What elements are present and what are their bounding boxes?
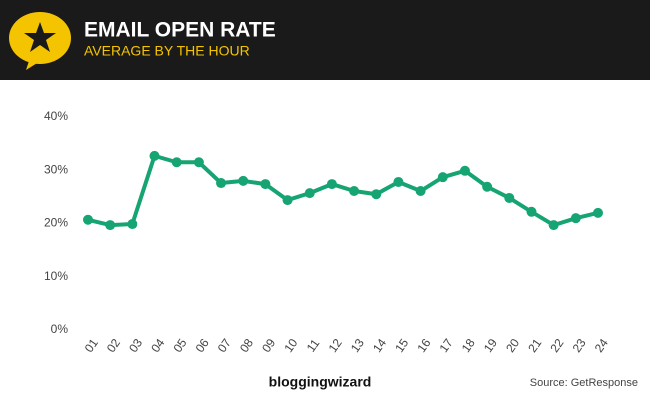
x-tick-label: 09: [259, 336, 278, 355]
point: [127, 219, 138, 230]
point: [216, 178, 227, 189]
point: [149, 150, 160, 161]
source: Source: GetResponse: [530, 377, 638, 389]
chart-title: EMAIL OPEN RATE: [84, 19, 276, 42]
point: [482, 181, 493, 192]
point: [105, 220, 116, 231]
x-tick-label: 07: [215, 336, 234, 355]
point: [526, 206, 537, 217]
line: [87, 153, 599, 228]
point: [304, 188, 315, 199]
x-tick-label: 16: [414, 336, 433, 355]
x-tick-label: 01: [82, 336, 101, 355]
point: [83, 214, 93, 225]
x-tick-label: 03: [126, 336, 145, 355]
y-tick-label: 40%: [44, 109, 68, 123]
x-tick-label: 02: [104, 336, 123, 355]
x-tick-label: 06: [193, 336, 212, 355]
x-tick-label: 14: [370, 336, 389, 355]
x-tick-label: 05: [170, 336, 189, 355]
x-tick-label: 17: [437, 336, 456, 355]
x-tick-label: 08: [237, 336, 256, 355]
x-tick-label: 23: [570, 336, 589, 355]
x-tick-label: 15: [392, 336, 411, 355]
point: [459, 165, 470, 176]
x-tick-label: 21: [525, 336, 544, 355]
x-tick-label: 11: [304, 336, 323, 355]
point: [570, 213, 581, 224]
x-tick-label: 22: [547, 336, 566, 355]
point: [260, 179, 271, 190]
y-tick-label: 10%: [44, 269, 68, 283]
x-tick-label: 04: [148, 336, 167, 355]
point: [349, 186, 360, 197]
header-band: [0, 0, 650, 80]
point: [371, 189, 382, 200]
chart-subtitle: AVERAGE BY THE HOUR: [84, 43, 250, 59]
y-tick-label: 0%: [51, 322, 69, 336]
point: [504, 192, 515, 203]
point: [393, 176, 404, 187]
x-tick-label: 24: [592, 336, 611, 355]
x-tick-label: 10: [281, 336, 300, 355]
x-tick-label: 12: [326, 336, 345, 355]
point: [282, 195, 293, 206]
point: [548, 220, 559, 231]
point: [326, 179, 337, 190]
point: [171, 157, 182, 168]
point: [193, 157, 204, 168]
point: [593, 207, 603, 218]
brand: bloggingwizard: [269, 374, 372, 390]
point: [415, 186, 426, 197]
x-tick-label: 13: [348, 336, 367, 355]
y-tick-label: 30%: [44, 162, 68, 176]
x-tick-label: 18: [459, 336, 478, 355]
logo-icon: [9, 12, 71, 70]
point: [238, 175, 249, 186]
point: [437, 172, 448, 183]
x-tick-label: 19: [481, 336, 500, 355]
x-tick-label: 20: [503, 336, 522, 355]
y-tick-label: 20%: [44, 216, 68, 230]
